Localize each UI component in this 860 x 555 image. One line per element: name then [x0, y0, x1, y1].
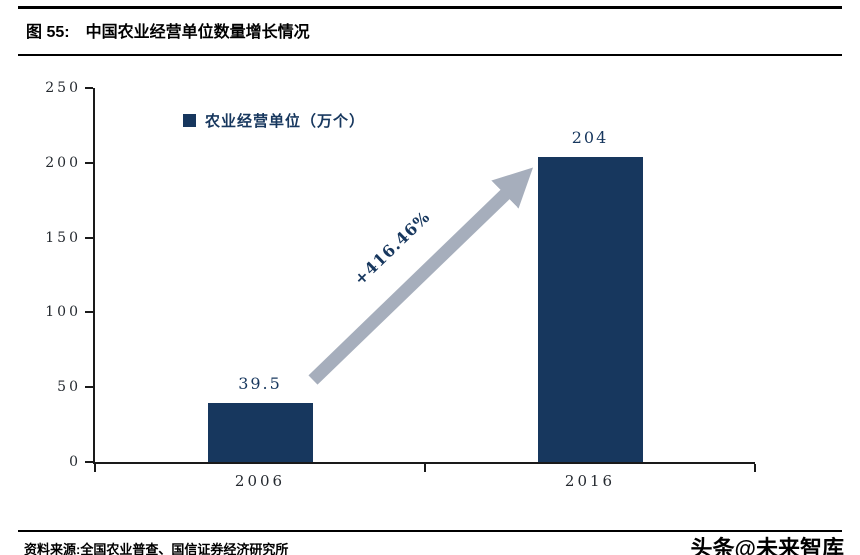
growth-arrow: [308, 167, 534, 385]
x-tick-mark: [94, 464, 96, 472]
y-tick-label: 150: [45, 229, 81, 246]
bar-2016: [537, 156, 643, 462]
chart-legend: 农业经营单位（万个）: [183, 110, 365, 131]
legend-swatch: [183, 114, 196, 127]
legend-label: 农业经营单位（万个）: [205, 113, 366, 130]
y-tick-mark: [85, 386, 93, 389]
x-axis-line: [93, 462, 755, 464]
y-tick-label: 50: [57, 379, 81, 396]
x-category-label: 2006: [234, 472, 286, 490]
y-tick-label: 200: [45, 154, 81, 171]
bar-2006: [207, 402, 313, 462]
figure-header: 图 55: 中国农业经营单位数量增长情况: [26, 18, 310, 42]
bar-value-label: 39.5: [238, 373, 282, 393]
header-rule: [18, 54, 842, 56]
y-axis-line: [93, 88, 95, 464]
y-tick-mark: [85, 311, 93, 314]
y-tick-mark: [85, 461, 93, 463]
x-category-label: 2016: [564, 472, 616, 490]
top-rule: [18, 6, 842, 9]
figure-title: 中国农业经营单位数量增长情况: [85, 24, 310, 41]
y-tick-mark: [85, 236, 93, 239]
bar-chart-plot-area: +416.46% 农业经营单位（万个） 0 50 100 150 200 250 39.5 2…: [45, 80, 756, 490]
y-tick-label: 100: [45, 304, 81, 321]
source-text: 资料来源:全国农业普查、国信证券经济研究所: [24, 542, 289, 555]
footer-rule: [18, 530, 842, 532]
y-tick-mark: [85, 87, 93, 89]
watermark: 头条@未来智库: [690, 536, 844, 555]
bar-value-label: 204: [571, 127, 609, 147]
x-tick-mark: [754, 464, 756, 472]
figure-label: 图 55:: [26, 24, 70, 41]
y-tick-label: 250: [45, 80, 81, 96]
growth-annotation: +416.46%: [350, 207, 434, 289]
y-tick-label: 0: [69, 454, 81, 470]
x-tick-mark: [424, 464, 426, 472]
y-tick-mark: [85, 161, 93, 164]
